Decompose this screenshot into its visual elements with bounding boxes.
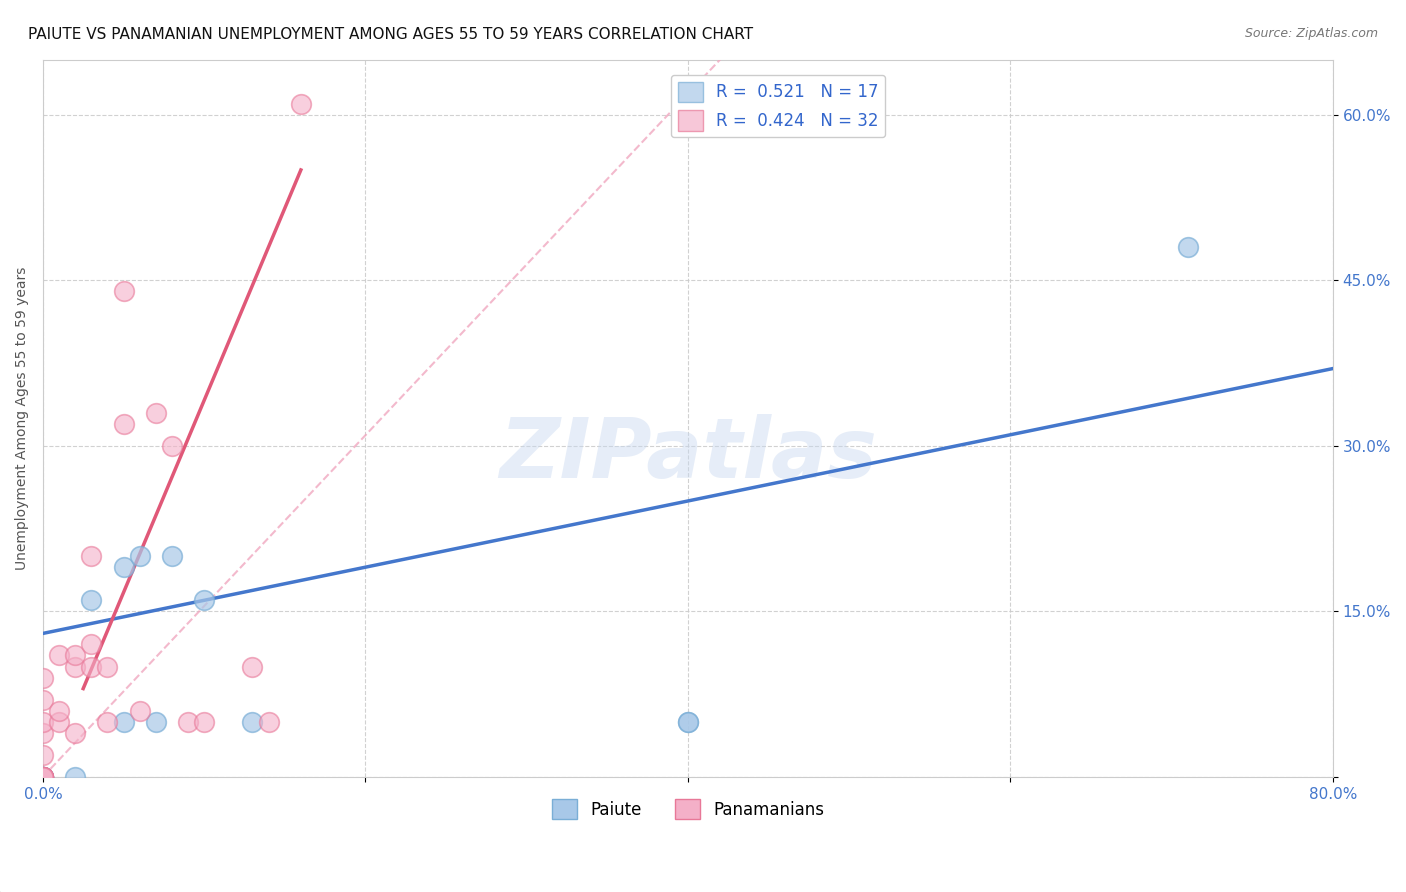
Point xyxy=(112,285,135,299)
Point xyxy=(80,659,103,673)
Point xyxy=(63,648,86,663)
Point xyxy=(80,593,103,607)
Point xyxy=(32,714,55,729)
Point xyxy=(80,637,103,651)
Point xyxy=(193,593,215,607)
Point xyxy=(63,725,86,739)
Text: Source: ZipAtlas.com: Source: ZipAtlas.com xyxy=(1244,27,1378,40)
Text: ZIPatlas: ZIPatlas xyxy=(499,414,877,494)
Point xyxy=(96,659,118,673)
Point xyxy=(32,770,55,784)
Point xyxy=(48,648,70,663)
Point xyxy=(32,671,55,685)
Point xyxy=(32,692,55,706)
Point xyxy=(32,725,55,739)
Point xyxy=(177,714,200,729)
Point xyxy=(32,770,55,784)
Point xyxy=(32,770,55,784)
Point xyxy=(32,770,55,784)
Point xyxy=(128,549,150,564)
Point xyxy=(32,747,55,762)
Point xyxy=(32,770,55,784)
Point xyxy=(32,770,55,784)
Point xyxy=(80,549,103,564)
Point xyxy=(1177,240,1199,254)
Point xyxy=(145,714,167,729)
Point xyxy=(145,406,167,420)
Point xyxy=(112,560,135,574)
Point xyxy=(242,659,264,673)
Point xyxy=(128,704,150,718)
Point xyxy=(676,714,699,729)
Point xyxy=(32,770,55,784)
Point xyxy=(32,770,55,784)
Point xyxy=(160,549,183,564)
Point xyxy=(48,714,70,729)
Point xyxy=(257,714,280,729)
Point xyxy=(32,770,55,784)
Text: PAIUTE VS PANAMANIAN UNEMPLOYMENT AMONG AGES 55 TO 59 YEARS CORRELATION CHART: PAIUTE VS PANAMANIAN UNEMPLOYMENT AMONG … xyxy=(28,27,754,42)
Point xyxy=(48,704,70,718)
Legend: Paiute, Panamanians: Paiute, Panamanians xyxy=(546,792,831,826)
Point xyxy=(112,714,135,729)
Point xyxy=(32,770,55,784)
Y-axis label: Unemployment Among Ages 55 to 59 years: Unemployment Among Ages 55 to 59 years xyxy=(15,267,30,570)
Point xyxy=(32,770,55,784)
Point xyxy=(290,96,312,111)
Point xyxy=(63,659,86,673)
Point xyxy=(676,714,699,729)
Point xyxy=(193,714,215,729)
Point xyxy=(160,439,183,453)
Point xyxy=(112,417,135,431)
Point xyxy=(242,714,264,729)
Point xyxy=(96,714,118,729)
Point xyxy=(63,770,86,784)
